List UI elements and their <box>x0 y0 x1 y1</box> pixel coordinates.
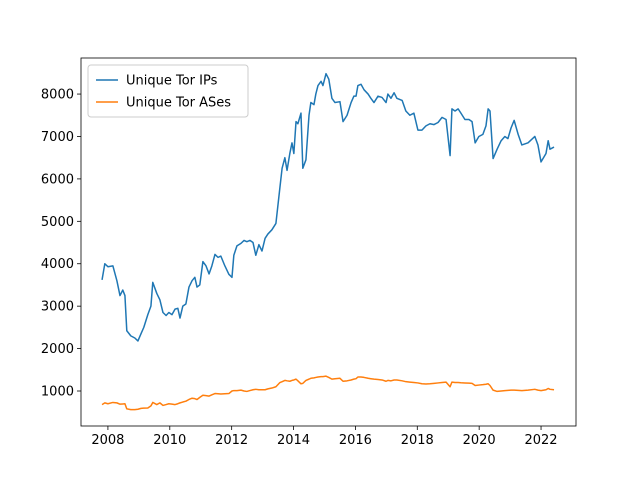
legend-label: Unique Tor IPs <box>126 74 218 89</box>
y-tick-label: 3000 <box>41 300 74 315</box>
legend: Unique Tor IPs Unique Tor ASes <box>87 64 249 118</box>
y-tick-label: 8000 <box>41 88 74 103</box>
x-tick-label: 2008 <box>91 433 124 448</box>
legend-label: Unique Tor ASes <box>126 96 231 111</box>
y-tick-label: 4000 <box>41 257 74 272</box>
x-tick-label: 2014 <box>277 433 310 448</box>
y-tick-label: 7000 <box>41 130 74 145</box>
y-tick-label: 2000 <box>41 342 74 357</box>
axes-frame <box>80 57 577 427</box>
x-tick-label: 2010 <box>153 433 186 448</box>
y-tick-label: 5000 <box>41 215 74 230</box>
x-tick-label: 2018 <box>401 433 434 448</box>
plot-area: 2008 2010 2012 2014 2016 2018 2020 2022 1000 2000… <box>41 57 577 448</box>
x-tick-label: 2012 <box>215 433 248 448</box>
x-tick-label: 2022 <box>524 433 557 448</box>
data-line <box>101 375 555 411</box>
y-tick-label: 6000 <box>41 172 74 187</box>
x-tick-label: 2020 <box>463 433 496 448</box>
y-tick-label: 1000 <box>41 385 74 400</box>
legend-box <box>87 64 249 118</box>
x-tick-label: 2016 <box>339 433 372 448</box>
data-line <box>101 72 555 342</box>
